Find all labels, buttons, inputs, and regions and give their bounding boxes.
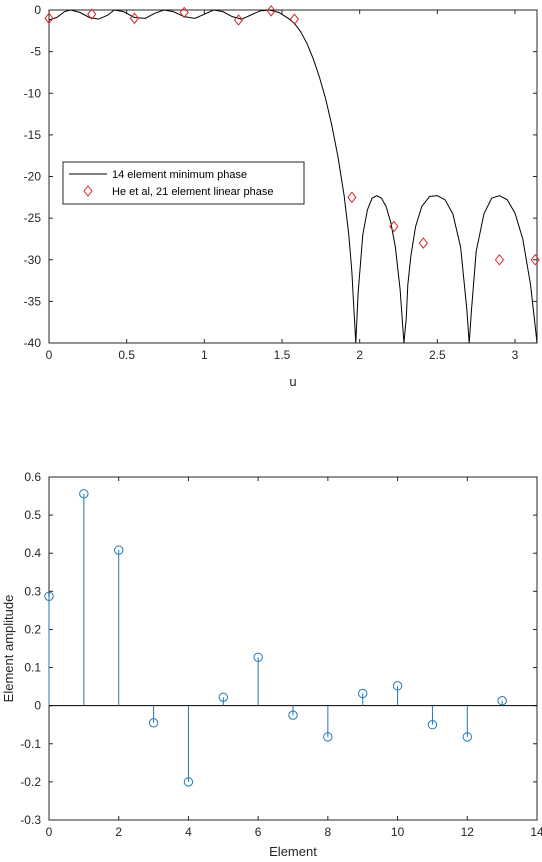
diamond-marker	[418, 237, 428, 249]
y-tick-label: -5	[30, 45, 41, 59]
diamond-marker	[87, 8, 97, 20]
stem-marker	[44, 591, 54, 601]
diamond-marker	[129, 12, 140, 25]
stem-marker	[114, 545, 124, 555]
y-tick-label: 0.3	[24, 584, 41, 598]
diamond-marker	[494, 253, 505, 266]
y-tick-label: -35	[24, 294, 42, 308]
diamond-marker	[289, 13, 300, 25]
series-line-minimum-phase	[48, 9, 538, 344]
stem-marker	[358, 688, 368, 699]
x-tick-label: 2	[356, 348, 363, 362]
stem-marker	[497, 696, 507, 706]
top-plot-x-ticks: 0 0.5 1 1.5 2 2.5 3	[46, 10, 519, 362]
stem-marker	[183, 777, 194, 787]
y-tick-label: 0.5	[24, 508, 41, 522]
x-tick-label: 8	[325, 825, 332, 839]
bottom-plot: 0 2 4 6 8 10 12 14 0.6 0.5 0.4 0.3 0.2 0.1 0 -0.1 -0.2 -…	[1, 470, 542, 859]
x-tick-label: 2.5	[429, 348, 446, 362]
stem-marker	[79, 489, 89, 499]
y-tick-label: 0.4	[24, 546, 41, 560]
top-plot-y-ticks: 0 -5 -10 -15 -20 -25 -30 -35 -40	[24, 3, 537, 350]
x-tick-label: 14	[530, 825, 542, 839]
x-tick-label: 1	[201, 348, 208, 362]
x-tick-label: 0.5	[118, 348, 135, 362]
stem-marker	[462, 732, 472, 742]
stem-series	[44, 489, 507, 787]
y-tick-label: 0.6	[24, 470, 41, 484]
stem-marker	[148, 718, 159, 728]
bottom-plot-x-ticks: 0 2 4 6 8 10 12 14	[46, 477, 542, 839]
legend-diamond-swatch	[83, 185, 93, 197]
x-tick-label: 2	[115, 825, 122, 839]
legend-entry-minimum-phase: 14 element minimum phase	[112, 169, 247, 181]
stem-marker	[253, 652, 263, 662]
diamond-marker	[44, 12, 54, 25]
legend-box	[62, 161, 305, 205]
y-tick-label: -0.2	[20, 775, 41, 789]
x-tick-label: 4	[185, 825, 192, 839]
diamond-marker	[530, 253, 540, 266]
y-tick-label: 0.2	[24, 622, 41, 636]
x-tick-label: 1.5	[274, 348, 291, 362]
x-tick-label: 3	[512, 348, 519, 362]
y-tick-label: -0.3	[20, 813, 41, 827]
bottom-plot-frame	[48, 476, 538, 821]
bottom-plot-y-axis-label: Element amplitude	[1, 595, 16, 703]
x-tick-label: 0	[46, 348, 53, 362]
legend-entry-linear-phase: He et al, 21 element linear phase	[112, 186, 273, 198]
stem-marker	[427, 720, 438, 730]
y-tick-label: 0.1	[24, 661, 41, 675]
stem-marker	[323, 732, 333, 742]
series-markers-linear-phase	[44, 5, 540, 266]
x-tick-label: 12	[461, 825, 475, 839]
y-tick-label: -40	[24, 336, 42, 350]
x-tick-label: 10	[391, 825, 405, 839]
x-tick-label: 6	[255, 825, 262, 839]
stem-marker	[288, 710, 298, 720]
top-plot-legend: 14 element minimum phase He et al, 21 el…	[62, 161, 305, 205]
top-plot-x-axis-label: u	[289, 374, 296, 389]
stem-marker	[392, 681, 403, 691]
diamond-marker	[233, 14, 244, 26]
y-tick-label: 0	[34, 699, 41, 713]
y-tick-label: -30	[24, 253, 42, 267]
diamond-marker	[179, 6, 189, 19]
bottom-plot-x-axis-label: Element	[269, 844, 317, 859]
y-tick-label: 0	[34, 3, 41, 17]
x-tick-label: 0	[46, 825, 53, 839]
bottom-plot-y-ticks: 0.6 0.5 0.4 0.3 0.2 0.1 0 -0.1 -0.2 -0.3	[20, 470, 537, 827]
stem-marker	[218, 692, 228, 702]
y-tick-label: -15	[24, 128, 42, 142]
y-tick-label: -20	[24, 170, 42, 184]
top-plot: 0 0.5 1 1.5 2 2.5 3 0 -5 -10 -15 -20 -25 -30 -35 -40 u…	[24, 3, 540, 389]
diamond-marker	[389, 220, 399, 233]
y-tick-label: -10	[24, 86, 42, 100]
y-tick-label: -25	[24, 211, 42, 225]
y-tick-label: -0.1	[20, 737, 41, 751]
diamond-marker	[266, 5, 276, 17]
diamond-marker	[347, 191, 357, 204]
